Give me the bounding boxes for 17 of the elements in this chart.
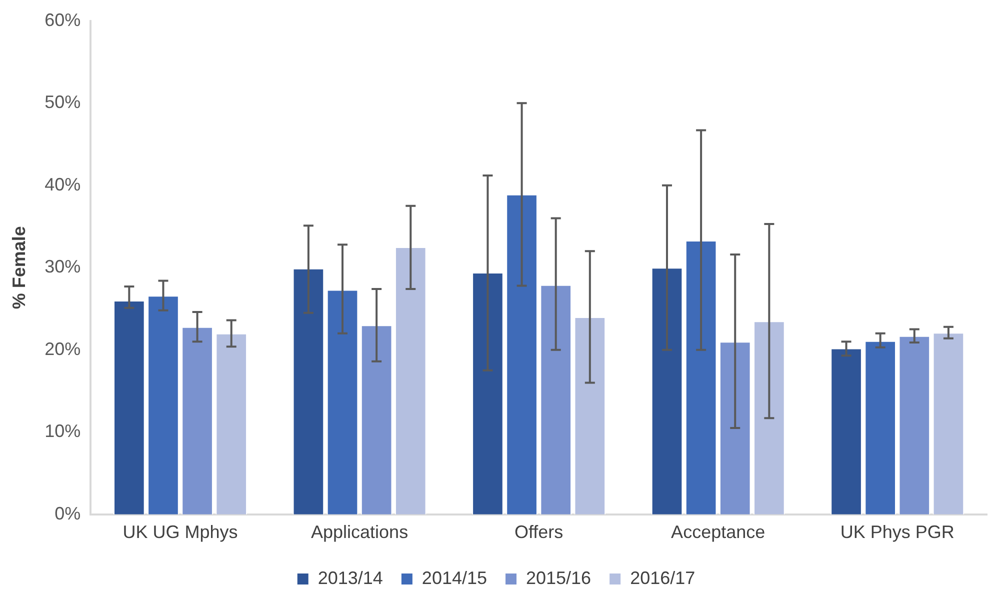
x-tick-label: Applications (311, 522, 408, 542)
y-tick-label: 40% (44, 174, 81, 194)
y-tick-label: 0% (54, 503, 81, 524)
x-tick-label: UK Phys PGR (840, 522, 954, 542)
y-tick-label: 50% (44, 92, 81, 112)
legend-label: 2013/14 (318, 568, 383, 588)
y-tick-label: 20% (44, 338, 81, 359)
y-tick-label: 10% (44, 421, 81, 442)
legend-label: 2015/16 (526, 568, 592, 588)
y-tick-label: 30% (44, 256, 81, 277)
x-tick-label: Offers (514, 522, 564, 542)
legend-label: 2014/15 (422, 568, 488, 588)
x-tick-label: UK UG Mphys (122, 522, 238, 542)
y-tick-label: 60% (44, 10, 81, 30)
y-axis-title: % Female (8, 226, 29, 310)
legend-label: 2016/17 (630, 568, 696, 588)
x-tick-label: Acceptance (671, 522, 766, 542)
